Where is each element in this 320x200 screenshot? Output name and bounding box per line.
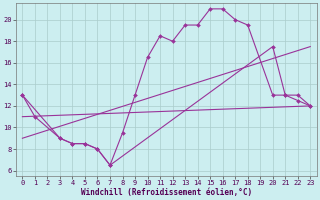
X-axis label: Windchill (Refroidissement éolien,°C): Windchill (Refroidissement éolien,°C) <box>81 188 252 197</box>
